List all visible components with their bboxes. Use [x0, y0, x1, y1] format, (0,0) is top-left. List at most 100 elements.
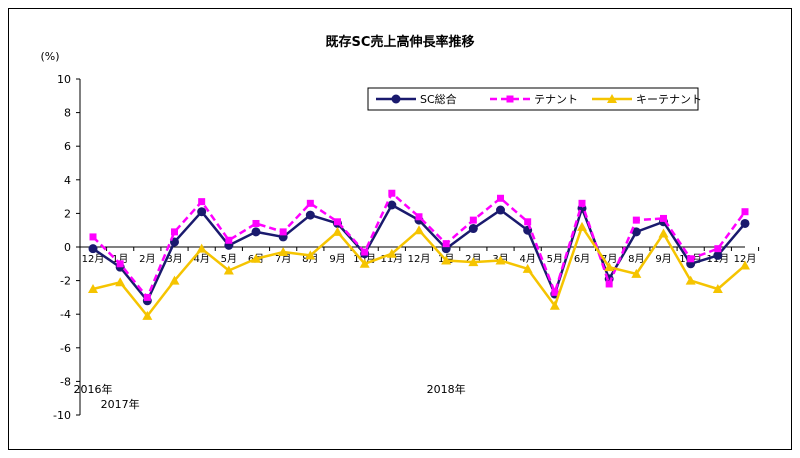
- data-point: [359, 258, 370, 268]
- data-point: [495, 255, 506, 265]
- y-tick-label: 8: [64, 107, 71, 120]
- x-tick-label: 1月: [112, 253, 128, 265]
- y-tick-label: -6: [60, 342, 71, 355]
- data-point: [332, 226, 343, 236]
- data-point: [225, 236, 233, 244]
- data-point: [740, 218, 750, 228]
- legend: SC総合 テナント キーテナント: [367, 87, 702, 111]
- series-line-2: [92, 225, 746, 318]
- data-point: [468, 257, 479, 267]
- x-tick-label: 5月: [547, 253, 563, 265]
- data-point: [142, 310, 153, 320]
- y-tick-label: -4: [60, 308, 71, 321]
- data-point: [712, 284, 723, 293]
- y-tick-label: -2: [60, 275, 71, 288]
- data-point: [578, 199, 586, 207]
- legend-marker: [506, 95, 514, 103]
- data-point: [524, 218, 532, 226]
- data-point: [441, 255, 452, 265]
- data-point: [631, 268, 642, 278]
- year-label: 2017年: [101, 397, 140, 411]
- data-point: [713, 250, 723, 260]
- y-tick-label: -10: [53, 409, 71, 422]
- legend-box: [367, 87, 699, 111]
- data-point: [631, 227, 641, 237]
- x-tick-label: 4月: [519, 253, 535, 265]
- y-tick-label: 6: [64, 140, 71, 153]
- data-point: [741, 208, 749, 216]
- data-point: [198, 198, 206, 206]
- data-point: [442, 240, 450, 248]
- x-tick-label: 12月: [734, 253, 757, 265]
- year-label: 2018年: [427, 382, 466, 396]
- x-tick-label: 4月: [193, 253, 209, 265]
- chart-title: 既存SC売上高伸長率推移: [326, 34, 475, 50]
- data-point: [279, 228, 287, 236]
- y-tick-label: -8: [60, 375, 71, 388]
- chart-frame: [8, 8, 792, 450]
- legend-label: SC総合: [420, 92, 457, 106]
- data-point: [660, 214, 667, 222]
- data-point: [252, 219, 260, 227]
- data-point: [469, 216, 477, 224]
- x-tick-label: 2月: [139, 253, 155, 265]
- data-point: [251, 253, 261, 263]
- data-point: [361, 248, 369, 256]
- y-tick-label: 2: [64, 207, 71, 220]
- data-point: [223, 265, 234, 275]
- x-tick-label: 3月: [166, 253, 182, 265]
- data-point: [88, 284, 98, 293]
- year-label: 2016年: [74, 382, 113, 396]
- legend-marker: [391, 94, 401, 104]
- data-point: [143, 293, 151, 301]
- data-point: [468, 224, 478, 234]
- x-tick-label: 5月: [221, 253, 237, 265]
- data-point: [387, 200, 397, 210]
- data-point: [414, 225, 424, 235]
- data-point: [89, 233, 97, 241]
- series-layer: [88, 189, 750, 320]
- data-point: [278, 247, 289, 257]
- x-tick-label: 12月: [82, 253, 105, 265]
- data-point: [415, 213, 423, 221]
- x-tick-label: 8月: [628, 253, 644, 265]
- data-point: [551, 288, 559, 296]
- data-point: [116, 260, 124, 268]
- data-point: [577, 221, 587, 231]
- data-point: [171, 228, 178, 236]
- data-point: [306, 199, 314, 207]
- data-point: [196, 243, 207, 253]
- data-point: [658, 228, 669, 238]
- x-tick-label: 12月: [408, 253, 431, 265]
- data-point: [687, 255, 695, 263]
- data-point: [605, 280, 613, 288]
- data-point: [115, 277, 126, 287]
- x-tick-label: 9月: [655, 253, 671, 265]
- data-point: [197, 207, 207, 217]
- x-tick-label: 6月: [574, 253, 590, 265]
- data-point: [305, 250, 316, 260]
- data-point: [388, 189, 396, 197]
- data-point: [169, 275, 180, 285]
- y-axis-unit-label: (%): [40, 50, 59, 63]
- x-tick-label: 9月: [329, 253, 345, 265]
- data-point: [305, 210, 315, 220]
- data-point: [88, 244, 98, 254]
- y-tick-label: 0: [64, 241, 71, 254]
- y-tick-label: 4: [64, 174, 71, 187]
- y-tick-label: 10: [57, 73, 71, 86]
- data-point: [740, 260, 750, 270]
- legend-label: テナント: [534, 93, 578, 106]
- series-line-1: [92, 191, 747, 299]
- data-point: [251, 227, 261, 237]
- data-point: [497, 194, 504, 202]
- data-point: [604, 262, 615, 272]
- legend-marker: [607, 94, 617, 103]
- data-point: [714, 245, 722, 253]
- data-point: [685, 275, 696, 285]
- data-point: [496, 205, 505, 215]
- data-point: [549, 300, 560, 310]
- data-point: [632, 216, 640, 224]
- data-point: [334, 218, 341, 226]
